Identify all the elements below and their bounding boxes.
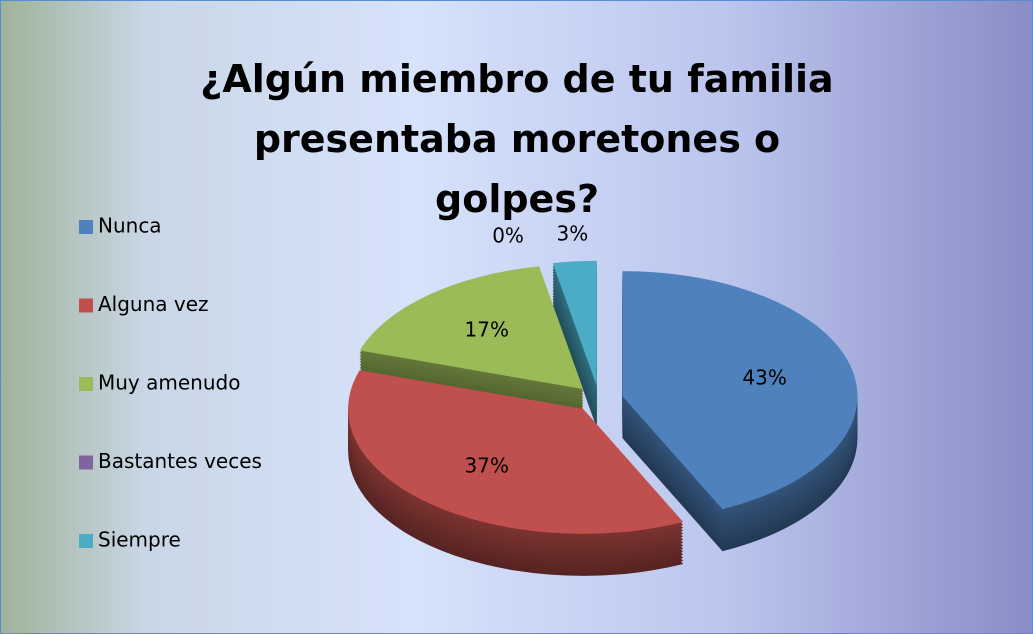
data-label: 37% <box>465 454 509 478</box>
chart-title: ¿Algún miembro de tu familia presentaba … <box>200 57 834 221</box>
slice <box>622 271 858 510</box>
legend-label: Alguna vez <box>98 292 209 316</box>
legend-label: Muy amenudo <box>98 371 240 395</box>
data-label: 0% <box>492 223 524 247</box>
legend-swatch <box>79 298 93 313</box>
slice <box>348 370 684 534</box>
data-label: 17% <box>465 317 509 341</box>
legend-label: Bastantes veces <box>98 449 262 473</box>
slice <box>359 266 584 390</box>
slice <box>552 260 597 386</box>
data-label: 3% <box>557 221 589 245</box>
legend-swatch <box>79 534 93 548</box>
legend-label: Siempre <box>98 528 181 552</box>
data-label: 43% <box>742 366 786 390</box>
legend-label: Nunca <box>98 214 162 238</box>
legend-swatch <box>79 220 93 234</box>
legend-swatch <box>79 455 93 470</box>
legend-swatch <box>79 377 93 391</box>
